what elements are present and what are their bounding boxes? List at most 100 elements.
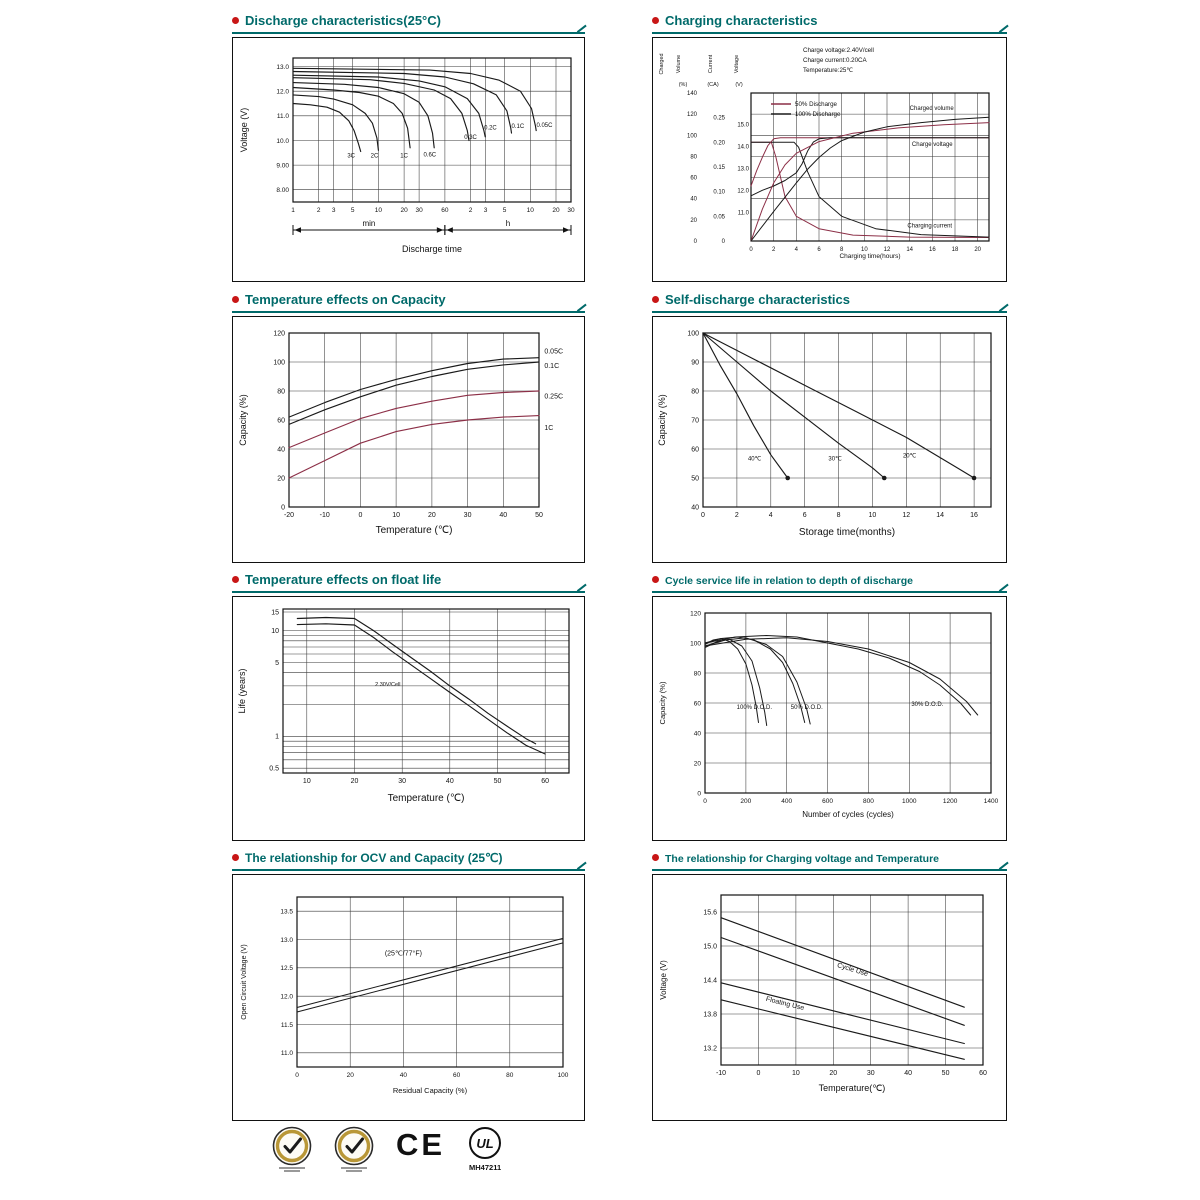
svg-text:80: 80 [694, 670, 702, 677]
chart-frame: 1 2 3 5 10 20 30 60 2 3 5 10 20 30 8.00 9.00 10.0 11.0 12.… [232, 37, 585, 282]
svg-text:Temperature(℃): Temperature(℃) [819, 1083, 886, 1093]
svg-text:120: 120 [687, 112, 698, 118]
svg-text:80: 80 [690, 154, 697, 160]
svg-text:0.1C: 0.1C [512, 124, 525, 130]
bullet-icon [652, 17, 659, 24]
svg-text:3: 3 [332, 207, 336, 214]
svg-text:11.0: 11.0 [277, 113, 290, 120]
section-title: The relationship for Charging voltage an… [665, 853, 940, 865]
svg-text:10: 10 [869, 512, 877, 519]
svg-text:0: 0 [358, 512, 362, 519]
bullet-icon [232, 17, 239, 24]
chart-frame: 0 2 4 6 8 10 12 14 16 18 20 0 20 40 60 80 100 120 140 0 0.05… [652, 37, 1007, 282]
section-title: Cycle service life in relation to depth … [665, 575, 913, 587]
svg-text:Storage time(months): Storage time(months) [799, 527, 895, 538]
header-underline [232, 311, 585, 313]
svg-text:600: 600 [822, 798, 833, 805]
bullet-icon [232, 854, 239, 861]
svg-text:Residual Capacity (%): Residual Capacity (%) [393, 1086, 468, 1095]
svg-text:0.20: 0.20 [713, 140, 725, 146]
svg-text:9.00: 9.00 [276, 162, 289, 169]
svg-text:200: 200 [740, 798, 751, 805]
svg-text:10: 10 [303, 778, 311, 785]
svg-text:Number of cycles (cycles): Number of cycles (cycles) [802, 810, 894, 819]
svg-text:Charged volume: Charged volume [910, 106, 955, 112]
svg-text:1400: 1400 [984, 798, 999, 805]
svg-text:20: 20 [351, 778, 359, 785]
discharge-characteristics-chart: 1 2 3 5 10 20 30 60 2 3 5 10 20 30 8.00 9.00 10.0 11.0 12.… [239, 57, 575, 254]
svg-text:Charging time(hours): Charging time(hours) [839, 253, 900, 260]
svg-text:11.5: 11.5 [281, 1022, 294, 1029]
svg-text:30: 30 [567, 207, 575, 214]
svg-text:400: 400 [781, 798, 792, 805]
svg-text:0: 0 [295, 1072, 299, 1079]
svg-text:6: 6 [803, 512, 807, 519]
svg-text:16: 16 [970, 512, 978, 519]
svg-text:0: 0 [694, 239, 698, 245]
svg-text:20: 20 [400, 207, 408, 214]
svg-text:100: 100 [687, 133, 698, 139]
bullet-icon [652, 576, 659, 583]
svg-text:14.4: 14.4 [703, 977, 717, 984]
panel-cycle-service-life: Cycle service life in relation to depth … [652, 571, 1009, 841]
svg-text:90: 90 [691, 359, 699, 366]
svg-text:Cycle Use: Cycle Use [836, 962, 869, 978]
badge-caption-line [279, 1167, 305, 1169]
svg-text:10: 10 [527, 207, 535, 214]
svg-text:60: 60 [979, 1070, 987, 1077]
svg-text:0: 0 [756, 1070, 760, 1077]
svg-text:140: 140 [687, 91, 698, 97]
section-header: Self-discharge characteristics [652, 291, 1009, 313]
bullet-icon [652, 854, 659, 861]
svg-text:-10: -10 [320, 512, 330, 519]
section-header: Temperature effects on float life [232, 571, 587, 593]
svg-text:120: 120 [690, 610, 701, 617]
temperature-capacity-chart: -20 -10 0 10 20 30 40 50 0 20 40 60 80 100 120 Temperat… [238, 330, 563, 536]
svg-text:50% D.O.D.: 50% D.O.D. [791, 705, 823, 711]
ul-circle-icon: UL [469, 1127, 502, 1159]
svg-text:70: 70 [691, 417, 699, 424]
svg-text:5: 5 [275, 660, 279, 667]
panel-charging-characteristics: Charging characteristics 0 2 4 6 8 10 12 14 16 18… [652, 12, 1009, 282]
section-header: The relationship for OCV and Capacity (2… [232, 849, 587, 871]
svg-text:30% D.O.D.: 30% D.O.D. [911, 702, 943, 708]
svg-text:10: 10 [861, 247, 868, 253]
svg-text:40: 40 [400, 1072, 408, 1079]
svg-text:5: 5 [351, 207, 355, 214]
svg-text:1C: 1C [400, 154, 408, 160]
chart-frame: 10 20 30 40 50 60 15 10 5 1 0.5 Temperature (℃) Life… [232, 596, 585, 841]
svg-text:100% D.O.D.: 100% D.O.D. [737, 705, 773, 711]
bullet-icon [652, 296, 659, 303]
section-title: Temperature effects on Capacity [245, 292, 446, 307]
svg-text:14: 14 [906, 247, 913, 253]
section-title: Temperature effects on float life [245, 572, 442, 587]
svg-text:40: 40 [694, 730, 702, 737]
section-title: Charging characteristics [665, 13, 818, 28]
svg-text:15.6: 15.6 [703, 909, 717, 916]
svg-text:20: 20 [690, 218, 697, 224]
section-header: Charging characteristics [652, 12, 1009, 34]
svg-text:(V): (V) [735, 82, 743, 88]
svg-text:12.0: 12.0 [276, 89, 289, 96]
svg-text:0: 0 [697, 790, 701, 797]
svg-text:60: 60 [453, 1072, 461, 1079]
svg-text:14: 14 [936, 512, 944, 519]
svg-text:16: 16 [929, 247, 936, 253]
svg-text:12.0: 12.0 [737, 188, 749, 194]
section-header: The relationship for Charging voltage an… [652, 849, 1009, 871]
header-underline [652, 869, 1007, 871]
svg-text:100: 100 [690, 640, 701, 647]
chart-frame: -20 -10 0 10 20 30 40 50 0 20 40 60 80 100 120 Temperat… [232, 316, 585, 563]
panel-temperature-effects-capacity: Temperature effects on Capacity -20 -10 0 1… [232, 291, 587, 563]
header-underline [652, 591, 1007, 593]
svg-text:100% Discharge: 100% Discharge [795, 111, 841, 118]
svg-text:1: 1 [291, 207, 295, 214]
ul-file-number: MH47211 [469, 1163, 502, 1172]
svg-text:11.0: 11.0 [738, 210, 750, 216]
panel-float-life: Temperature effects on float life 10 20 30… [232, 571, 587, 841]
svg-text:60: 60 [541, 778, 549, 785]
svg-text:20: 20 [552, 207, 560, 214]
svg-text:13.2: 13.2 [703, 1045, 717, 1052]
svg-text:20: 20 [428, 512, 436, 519]
